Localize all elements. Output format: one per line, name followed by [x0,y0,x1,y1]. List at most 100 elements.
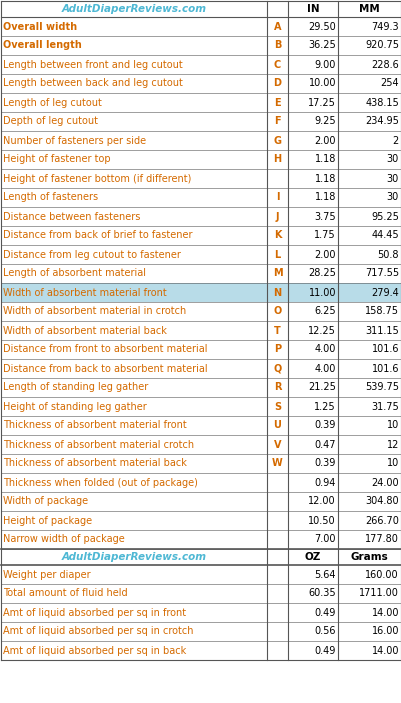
Text: W: W [271,458,282,468]
Text: 254: 254 [379,79,398,89]
Text: AdultDiaperReviews.com: AdultDiaperReviews.com [61,4,206,14]
Text: 438.15: 438.15 [365,98,398,108]
Text: Distance from leg cutout to fastener: Distance from leg cutout to fastener [3,250,180,259]
Text: J: J [275,212,279,221]
Text: Distance from back of brief to fastener: Distance from back of brief to fastener [3,231,192,240]
Text: 2.00: 2.00 [314,250,335,259]
Text: 304.80: 304.80 [365,496,398,506]
Text: 539.75: 539.75 [364,382,398,392]
Text: 50.8: 50.8 [377,250,398,259]
Bar [1,378,400,397]
Text: Q: Q [273,363,281,373]
Text: IN: IN [306,4,318,14]
Text: 234.95: 234.95 [364,117,398,127]
Text: 6.25: 6.25 [314,307,335,316]
Text: 30: 30 [386,174,398,183]
Text: 17.25: 17.25 [307,98,335,108]
Text: 24.00: 24.00 [371,477,398,487]
Text: 266.70: 266.70 [364,515,398,526]
Text: 10: 10 [386,420,398,430]
Bar [1,36,400,55]
Text: M: M [272,269,282,278]
Text: 177.80: 177.80 [364,534,398,545]
Text: 1.18: 1.18 [314,155,335,165]
Bar [1,302,400,321]
Text: 21.25: 21.25 [307,382,335,392]
Text: 1711.00: 1711.00 [358,588,398,598]
Text: 1.18: 1.18 [314,193,335,202]
Bar [1,511,400,530]
Text: Height of fastener top: Height of fastener top [3,155,110,165]
Bar [1,150,400,169]
Text: 0.39: 0.39 [314,458,335,468]
Text: 31.75: 31.75 [371,401,398,411]
Text: Amt of liquid absorbed per sq in front: Amt of liquid absorbed per sq in front [3,607,186,617]
Text: 9.00: 9.00 [314,60,335,70]
Text: I: I [275,193,279,202]
Text: Overall length: Overall length [3,41,81,51]
Text: 12: 12 [386,439,398,449]
Text: 30: 30 [386,155,398,165]
Text: 29.50: 29.50 [308,22,335,32]
Text: G: G [273,136,281,146]
Bar [1,321,400,340]
Bar [1,565,400,584]
Text: 0.94: 0.94 [314,477,335,487]
Text: 4.00: 4.00 [314,344,335,354]
Text: 1.75: 1.75 [314,231,335,240]
Text: E: E [273,98,280,108]
Text: Length of leg cutout: Length of leg cutout [3,98,101,108]
Text: 0.56: 0.56 [314,626,335,636]
Text: Length of standing leg gather: Length of standing leg gather [3,382,148,392]
Text: P: P [273,344,280,354]
Bar [1,131,400,150]
Text: 44.45: 44.45 [371,231,398,240]
Text: V: V [273,439,281,449]
Text: 12.25: 12.25 [307,325,335,335]
Text: 920.75: 920.75 [364,41,398,51]
Text: Thickness of absorbent material back: Thickness of absorbent material back [3,458,186,468]
Text: C: C [273,60,280,70]
Text: N: N [273,288,281,297]
Text: 2.00: 2.00 [314,136,335,146]
Text: 7.00: 7.00 [314,534,335,545]
Bar [1,397,400,416]
Text: Height of standing leg gather: Height of standing leg gather [3,401,146,411]
Text: Thickness of absorbent material front: Thickness of absorbent material front [3,420,186,430]
Text: T: T [273,325,280,335]
Text: Length between back and leg cutout: Length between back and leg cutout [3,79,182,89]
Bar [1,454,400,473]
Bar [1,169,400,188]
Text: Depth of leg cutout: Depth of leg cutout [3,117,98,127]
Text: B: B [273,41,280,51]
Text: 0.39: 0.39 [314,420,335,430]
Text: Height of fastener bottom (if different): Height of fastener bottom (if different) [3,174,191,183]
Text: 5.64: 5.64 [314,569,335,579]
Text: Weight per diaper: Weight per diaper [3,569,90,579]
Text: L: L [274,250,280,259]
Text: 1.25: 1.25 [314,401,335,411]
Text: 279.4: 279.4 [371,288,398,297]
Bar [1,641,400,660]
Text: 28.25: 28.25 [307,269,335,278]
Text: Thickness when folded (out of package): Thickness when folded (out of package) [3,477,197,487]
Text: 10: 10 [386,458,398,468]
Text: K: K [273,231,281,240]
Bar [1,492,400,511]
Text: AdultDiaperReviews.com: AdultDiaperReviews.com [61,552,206,562]
Text: Distance from front to absorbent material: Distance from front to absorbent materia… [3,344,207,354]
Bar [1,1,400,17]
Text: 0.49: 0.49 [314,607,335,617]
Text: 158.75: 158.75 [364,307,398,316]
Text: Thickness of absorbent material crotch: Thickness of absorbent material crotch [3,439,194,449]
Bar [1,93,400,112]
Text: 4.00: 4.00 [314,363,335,373]
Text: R: R [273,382,281,392]
Text: 3.75: 3.75 [314,212,335,221]
Text: Grams: Grams [350,552,387,562]
Text: Narrow width of package: Narrow width of package [3,534,124,545]
Text: OZ: OZ [304,552,320,562]
Bar [1,74,400,93]
Text: 0.49: 0.49 [314,645,335,655]
Bar [1,622,400,641]
